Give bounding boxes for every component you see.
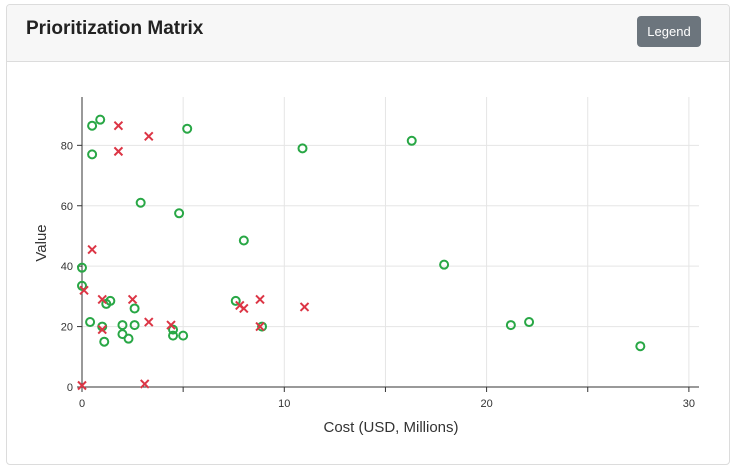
circle-point (635, 341, 646, 352)
circle-point (77, 280, 87, 291)
circle-point (238, 235, 249, 246)
cross-point (144, 131, 154, 141)
cross-point (87, 244, 97, 255)
card-title: Prioritization Matrix (26, 18, 204, 39)
circle-point (178, 330, 189, 341)
cross-point (255, 294, 265, 305)
circle-point (297, 143, 308, 154)
cross-stroke (144, 131, 154, 141)
circle-point (135, 197, 146, 208)
cross-point (97, 294, 107, 305)
circle-point (168, 330, 179, 341)
circle-point (182, 123, 193, 134)
x-tick-label: 0 (79, 398, 85, 410)
circle-point (117, 320, 128, 331)
cross-point (127, 294, 138, 305)
circle-point (168, 324, 179, 335)
y-tick-label: 60 (61, 201, 73, 213)
cross-point (140, 379, 150, 389)
y-tick-label: 80 (61, 140, 73, 152)
circle-point (87, 120, 98, 131)
x-axis-label: Cost (USD, Millions) (323, 419, 458, 436)
grid (82, 97, 699, 387)
circle-point (123, 333, 134, 344)
cross-stroke (77, 380, 87, 391)
circle-point (77, 262, 87, 273)
circle-point (174, 208, 185, 219)
cross-stroke (166, 320, 176, 330)
legend-button[interactable]: Legend (637, 16, 701, 47)
cross-stroke (97, 324, 107, 335)
cross-stroke (255, 321, 265, 332)
circle-point (524, 317, 535, 328)
circle-point (87, 149, 98, 160)
cross-point (77, 380, 87, 391)
cross-stroke (87, 244, 97, 255)
cross-stroke (127, 294, 138, 305)
cross-stroke (140, 379, 150, 389)
cross-stroke (113, 120, 124, 131)
cross-stroke (299, 302, 310, 312)
axes: 0 10 20 30 0 20 40 60 80 (61, 97, 699, 410)
cross-stroke (113, 146, 124, 157)
y-tick-label: 0 (67, 382, 73, 394)
data-points (77, 114, 646, 391)
prioritization-card: Prioritization Matrix Legend 0 10 20 30 0 20 4… (6, 4, 730, 465)
y-tick-label: 20 (61, 322, 73, 334)
cross-stroke (144, 317, 154, 327)
cross-stroke (97, 294, 107, 305)
circle-point (257, 321, 268, 332)
cross-stroke (255, 294, 265, 305)
circle-point (230, 295, 241, 306)
x-tick-label: 20 (480, 398, 492, 410)
circle-point (406, 135, 417, 146)
y-axis-label: Value (33, 224, 50, 261)
cross-point (79, 285, 89, 296)
cross-point (144, 317, 154, 327)
cross-point (113, 146, 124, 157)
card-header: Prioritization Matrix Legend (7, 5, 729, 62)
circle-point (439, 259, 450, 270)
cross-point (166, 320, 176, 330)
cross-point (255, 321, 265, 332)
circle-point (85, 317, 96, 328)
cross-point (113, 120, 124, 131)
cross-stroke (79, 285, 89, 296)
circle-point (505, 320, 516, 331)
circle-point (129, 320, 140, 331)
cross-stroke (239, 303, 249, 314)
cross-point (299, 302, 310, 312)
circle-point (95, 114, 106, 125)
scatter-chart: 0 10 20 30 0 20 40 60 80 Cost (USD, Millions) Va… (33, 97, 699, 436)
x-tick-label: 10 (278, 398, 290, 410)
circle-point (105, 295, 116, 306)
cross-point (239, 303, 249, 314)
circle-point (99, 336, 110, 347)
x-tick-label: 30 (683, 398, 695, 410)
card-body: 0 10 20 30 0 20 40 60 80 Cost (USD, Millions) Va… (7, 62, 729, 464)
y-tick-label: 40 (61, 261, 73, 273)
circle-point (129, 303, 140, 314)
cross-point (97, 324, 107, 335)
